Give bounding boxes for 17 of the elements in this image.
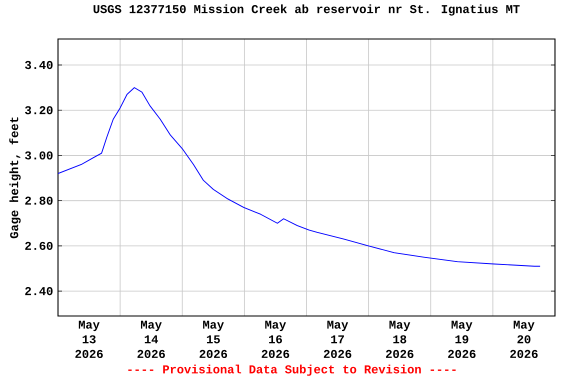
- y-tick-label: 3.40: [25, 60, 53, 70]
- y-tick-label: 3.20: [25, 106, 53, 114]
- text: ---- Provisional Data Subject to Revision ----: [128, 364, 456, 376]
- y-tick-label: 2.80: [25, 196, 53, 205]
- x-tick-label: May 20 2026: [510, 320, 538, 358]
- x-tick-label: May 19 2026: [448, 320, 476, 358]
- chart-title: USGS 12377150 Mission Creek ab reservoir nr St. Ignatius MT: [94, 4, 520, 16]
- x-tick-label: May 14 2026: [138, 320, 165, 358]
- y-axis-title: Gage height, feet: [9, 117, 21, 238]
- y-tick-label: 2.40: [25, 287, 53, 296]
- x-tick-label: May 15 2026: [200, 320, 228, 358]
- x-tick-label: May 16 2026: [262, 320, 290, 358]
- x-tick-label: May 13 2026: [75, 320, 103, 358]
- x-tick-label: May 18 2026: [386, 320, 414, 358]
- x-tick-label: May 17 2026: [324, 320, 352, 358]
- y-tick-label: 2.60: [25, 242, 53, 250]
- y-tick-label: 3.00: [25, 151, 53, 160]
